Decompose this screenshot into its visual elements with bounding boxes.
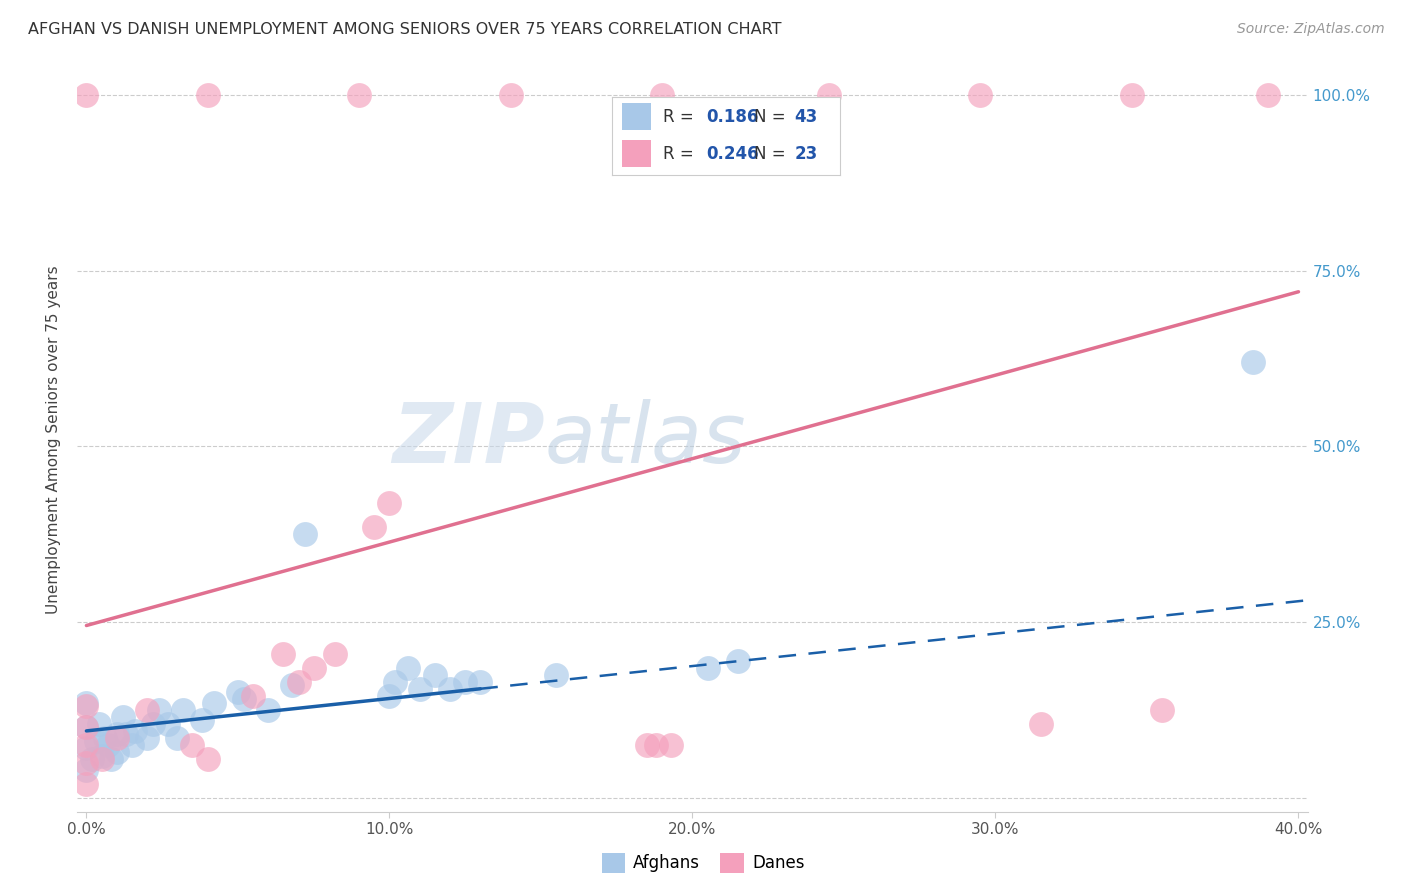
Point: [499, 88, 522, 103]
Text: Source: ZipAtlas.com: Source: ZipAtlas.com: [1237, 22, 1385, 37]
Point: [969, 88, 991, 103]
Point: [75, 763, 97, 777]
Point: [75, 756, 97, 770]
Point: [136, 731, 159, 745]
Text: R =: R =: [662, 108, 699, 126]
Point: [148, 703, 170, 717]
Point: [84, 734, 107, 748]
Point: [287, 674, 309, 689]
Point: [439, 681, 461, 696]
Point: [75, 696, 97, 710]
Point: [396, 661, 419, 675]
Point: [190, 714, 212, 728]
Point: [659, 738, 682, 752]
Point: [257, 703, 280, 717]
Point: [1121, 88, 1143, 103]
Point: [1029, 717, 1052, 731]
Point: [226, 685, 249, 699]
Point: [817, 88, 839, 103]
Point: [727, 654, 749, 668]
Point: [1257, 88, 1279, 103]
Point: [166, 731, 188, 745]
Point: [409, 681, 432, 696]
Text: AFGHAN VS DANISH UNEMPLOYMENT AMONG SENIORS OVER 75 YEARS CORRELATION CHART: AFGHAN VS DANISH UNEMPLOYMENT AMONG SENI…: [28, 22, 782, 37]
Point: [142, 717, 165, 731]
Point: [378, 689, 401, 703]
Bar: [621, 103, 651, 130]
Point: [105, 731, 128, 745]
Point: [157, 717, 180, 731]
Point: [651, 88, 673, 103]
Point: [423, 667, 446, 681]
Point: [546, 667, 568, 681]
Point: [281, 678, 304, 692]
Point: [363, 520, 385, 534]
Text: ZIP: ZIP: [392, 399, 546, 480]
Text: 0.246: 0.246: [706, 145, 758, 162]
Point: [75, 720, 97, 734]
Point: [273, 647, 295, 661]
Text: 0.186: 0.186: [706, 108, 758, 126]
Point: [121, 738, 143, 752]
Point: [111, 710, 134, 724]
Point: [696, 661, 718, 675]
Point: [197, 88, 219, 103]
Point: [378, 495, 401, 509]
Point: [172, 703, 194, 717]
Point: [347, 88, 370, 103]
Point: [242, 689, 264, 703]
Text: R =: R =: [662, 145, 699, 162]
Text: 23: 23: [794, 145, 818, 162]
Point: [1152, 703, 1174, 717]
Y-axis label: Unemployment Among Seniors over 75 years: Unemployment Among Seniors over 75 years: [46, 265, 62, 614]
Point: [233, 692, 256, 706]
Point: [323, 647, 346, 661]
Point: [105, 727, 128, 741]
Point: [294, 527, 316, 541]
Legend: Afghans, Danes: Afghans, Danes: [595, 847, 811, 880]
Point: [82, 752, 104, 766]
Point: [124, 723, 146, 738]
Point: [75, 738, 97, 752]
Point: [100, 752, 122, 766]
Text: N =: N =: [754, 145, 790, 162]
Bar: [621, 140, 651, 167]
Point: [75, 88, 97, 103]
Point: [97, 738, 120, 752]
Point: [136, 703, 159, 717]
Point: [114, 727, 136, 741]
Point: [636, 738, 658, 752]
Point: [454, 674, 477, 689]
Point: [75, 741, 97, 756]
Point: [90, 748, 112, 763]
Point: [87, 717, 110, 731]
Text: 43: 43: [794, 108, 818, 126]
Point: [75, 720, 97, 734]
Point: [1241, 355, 1264, 369]
Text: N =: N =: [754, 108, 790, 126]
Point: [645, 738, 668, 752]
Point: [202, 696, 225, 710]
Point: [181, 738, 204, 752]
Point: [75, 699, 97, 714]
Point: [90, 752, 112, 766]
Point: [93, 731, 115, 745]
Point: [197, 752, 219, 766]
Point: [75, 776, 97, 790]
Point: [384, 674, 406, 689]
Text: atlas: atlas: [546, 399, 747, 480]
Point: [105, 745, 128, 759]
Point: [302, 661, 325, 675]
Point: [470, 674, 492, 689]
